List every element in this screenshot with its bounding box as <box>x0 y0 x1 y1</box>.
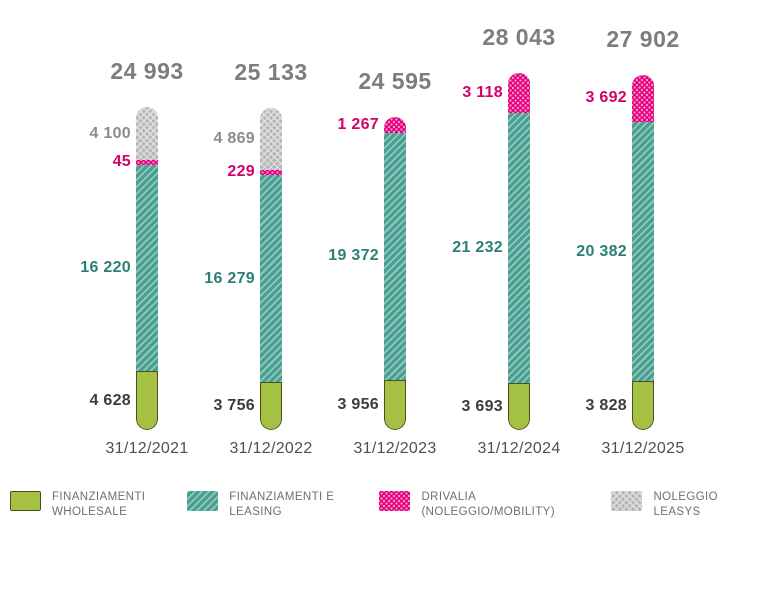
bar-total-label: 24 993 <box>110 58 184 85</box>
x-axis-labels: 31/12/2021 31/12/2022 31/12/2023 31/12/2024… <box>0 440 778 458</box>
bar-segment-leasing <box>508 112 530 383</box>
bar-pill <box>508 73 530 430</box>
segment-value-label-drivalia: 229 <box>227 163 255 181</box>
bar-group: 3 756 16 279 229 4 869 25 133 <box>204 58 333 430</box>
bar-total-label: 25 133 <box>234 58 308 85</box>
segment-value-label-leasing: 21 232 <box>452 238 503 256</box>
bar-segment-wholesale <box>260 382 282 430</box>
legend-item-drivalia: DRIVALIA (NOLEGGIO/MOBILITY) <box>379 490 585 520</box>
bar-pill <box>384 116 406 430</box>
bar-segment-drivalia <box>384 116 406 134</box>
bar-pill <box>260 108 282 430</box>
bar-total-label: 28 043 <box>482 24 556 51</box>
bar-group: 3 956 19 372 1 267 24 595 <box>328 62 457 430</box>
bar-segment-leasing <box>632 121 654 382</box>
bar-pill <box>136 107 158 430</box>
x-axis-tick-label: 31/12/2022 <box>229 440 313 457</box>
legend-swatch-leasys-icon <box>611 491 643 511</box>
segment-value-label-leasing: 20 382 <box>576 242 627 260</box>
bar-segment-wholesale <box>136 371 158 430</box>
segment-value-label-leasys: 4 869 <box>213 129 255 147</box>
legend-item-finanziamenti-e-leasing: FINANZIAMENTI E LEASING <box>187 490 353 520</box>
segment-value-label-wholesale: 3 956 <box>337 395 379 413</box>
segment-value-label-wholesale: 3 756 <box>213 397 255 415</box>
x-axis-tick-label: 31/12/2025 <box>601 440 685 457</box>
legend-item-finanziamenti-wholesale: FINANZIAMENTI WHOLESALE <box>10 490 161 520</box>
legend-label: FINANZIAMENTI E LEASING <box>229 491 335 518</box>
bar-segment-drivalia <box>136 159 158 165</box>
legend-item-noleggio-leasys: NOLEGGIO LEASYS <box>611 490 768 520</box>
chart-plot-area: 4 628 16 220 45 4 100 24 993 3 756 16 279 229 4 … <box>0 24 778 430</box>
legend-label: NOLEGGIO LEASYS <box>653 491 718 518</box>
legend-label: DRIVALIA (NOLEGGIO/MOBILITY) <box>421 491 555 518</box>
segment-value-label-drivalia: 45 <box>112 153 131 171</box>
segment-value-label-drivalia: 3 692 <box>585 89 627 107</box>
bar-group: 3 828 20 382 3 692 27 902 <box>576 26 705 430</box>
segment-value-label-leasing: 16 279 <box>204 269 255 287</box>
segment-value-label-leasys: 4 100 <box>89 124 131 142</box>
legend-swatch-leasing-icon <box>187 491 219 511</box>
bar-segment-drivalia <box>260 169 282 175</box>
stacked-bar-chart: 4 628 16 220 45 4 100 24 993 3 756 16 279 229 4 … <box>0 24 778 602</box>
bar-pill <box>632 74 654 430</box>
chart-legend: FINANZIAMENTI WHOLESALE FINANZIAMENTI E … <box>0 490 778 520</box>
bar-segment-leasing <box>136 164 158 372</box>
segment-value-label-drivalia: 3 118 <box>462 83 503 101</box>
x-axis-tick-label: 31/12/2023 <box>353 440 437 457</box>
segment-value-label-drivalia: 1 267 <box>337 115 379 133</box>
bar-segment-drivalia <box>508 73 530 113</box>
legend-label: FINANZIAMENTI WHOLESALE <box>52 491 146 518</box>
bar-segment-leasys <box>260 108 282 170</box>
x-axis-tick-label: 31/12/2024 <box>477 440 561 457</box>
segment-value-label-leasing: 19 372 <box>328 247 379 265</box>
bar-total-label: 24 595 <box>358 67 432 94</box>
segment-value-label-wholesale: 3 828 <box>585 396 627 414</box>
x-axis-tick-label: 31/12/2021 <box>105 440 189 457</box>
segment-value-label-leasing: 16 220 <box>80 258 131 276</box>
bar-segment-wholesale <box>632 381 654 430</box>
bar-total-label: 27 902 <box>606 25 680 52</box>
legend-swatch-drivalia-icon <box>379 491 411 511</box>
segment-value-label-wholesale: 3 693 <box>461 397 503 415</box>
bar-segment-wholesale <box>508 383 530 430</box>
bar-segment-leasing <box>260 174 282 383</box>
bar-segment-leasing <box>384 133 406 380</box>
bar-segment-drivalia <box>632 74 654 122</box>
bar-segment-leasys <box>136 107 158 160</box>
segment-value-label-wholesale: 4 628 <box>89 391 131 409</box>
legend-swatch-wholesale-icon <box>10 491 41 511</box>
bar-group: 4 628 16 220 45 4 100 24 993 <box>80 58 209 430</box>
bar-segment-wholesale <box>384 379 406 430</box>
bar-group: 3 693 21 232 3 118 28 043 <box>452 24 581 430</box>
